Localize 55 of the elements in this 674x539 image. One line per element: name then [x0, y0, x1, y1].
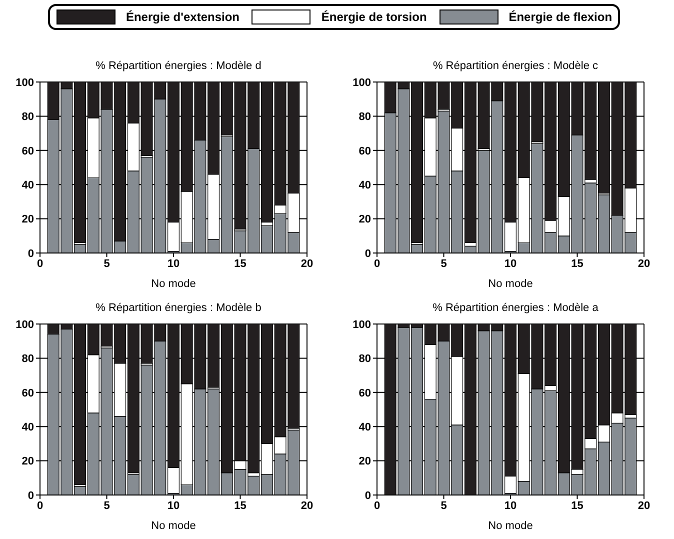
legend-label: Énergie de flexion: [508, 10, 612, 24]
y-tick-label: 40: [22, 180, 34, 192]
y-tick-label: 20: [358, 456, 371, 468]
y-tick-label: 20: [22, 456, 34, 468]
chart-title: % Répartition énergies : Modèle d: [94, 59, 262, 74]
y-tick-label: 40: [358, 422, 371, 434]
x-axis-title: No mode: [488, 278, 533, 290]
y-tick-label: 100: [16, 318, 34, 331]
x-tick-label: 0: [36, 258, 44, 270]
y-tick-label: 80: [22, 111, 34, 124]
x-tick-label: 10: [167, 500, 180, 512]
x-tick-label: 15: [234, 258, 246, 270]
y-tick-label: 80: [22, 353, 34, 366]
y-tick-label: 100: [16, 76, 34, 89]
x-tick-label: 5: [440, 258, 447, 270]
legend-label: Énergie d'extension: [126, 10, 240, 24]
x-tick-label: 20: [638, 500, 650, 512]
y-tick-label: 80: [358, 353, 371, 366]
y-tick-label: 40: [358, 180, 371, 192]
x-tick-label: 5: [440, 500, 447, 512]
x-tick-label: 0: [374, 500, 380, 512]
y-tick-label: 100: [352, 76, 371, 89]
x-tick-label: 15: [234, 500, 246, 512]
y-tick-label: 0: [28, 490, 34, 502]
x-tick-label: 10: [504, 258, 517, 270]
y-tick-label: 40: [22, 422, 34, 434]
y-tick-label: 0: [364, 490, 371, 502]
y-tick-label: 60: [22, 387, 34, 400]
x-tick-label: 20: [638, 258, 650, 270]
x-tick-label: 5: [104, 258, 110, 270]
y-tick-label: 60: [22, 145, 34, 158]
y-tick-label: 0: [364, 248, 371, 260]
y-tick-label: 20: [22, 214, 34, 226]
x-tick-label: 15: [571, 258, 584, 270]
y-tick-label: 20: [358, 214, 371, 226]
x-axis-title: No mode: [488, 520, 533, 532]
x-tick-label: 20: [300, 500, 314, 512]
x-axis-title: No mode: [151, 278, 196, 290]
chart-title: % Répartition énergies : Modèle a: [432, 301, 600, 316]
chart-title: % Répartition énergies : Modèle b: [94, 301, 262, 316]
chart-title: % Répartition énergies : Modèle c: [432, 59, 600, 74]
x-tick-label: 20: [300, 258, 314, 270]
x-tick-label: 10: [504, 500, 517, 512]
y-tick-label: 0: [28, 248, 34, 260]
y-tick-label: 100: [352, 318, 371, 331]
x-tick-label: 10: [167, 258, 180, 270]
x-tick-label: 15: [571, 500, 584, 512]
x-tick-label: 5: [104, 500, 110, 512]
y-tick-label: 60: [358, 145, 371, 158]
y-tick-label: 80: [358, 111, 371, 124]
y-tick-label: 60: [358, 387, 371, 400]
x-tick-label: 0: [374, 258, 380, 270]
x-axis-title: No mode: [151, 520, 196, 532]
legend-label: Énergie de torsion: [321, 10, 427, 24]
x-tick-label: 0: [36, 500, 44, 512]
